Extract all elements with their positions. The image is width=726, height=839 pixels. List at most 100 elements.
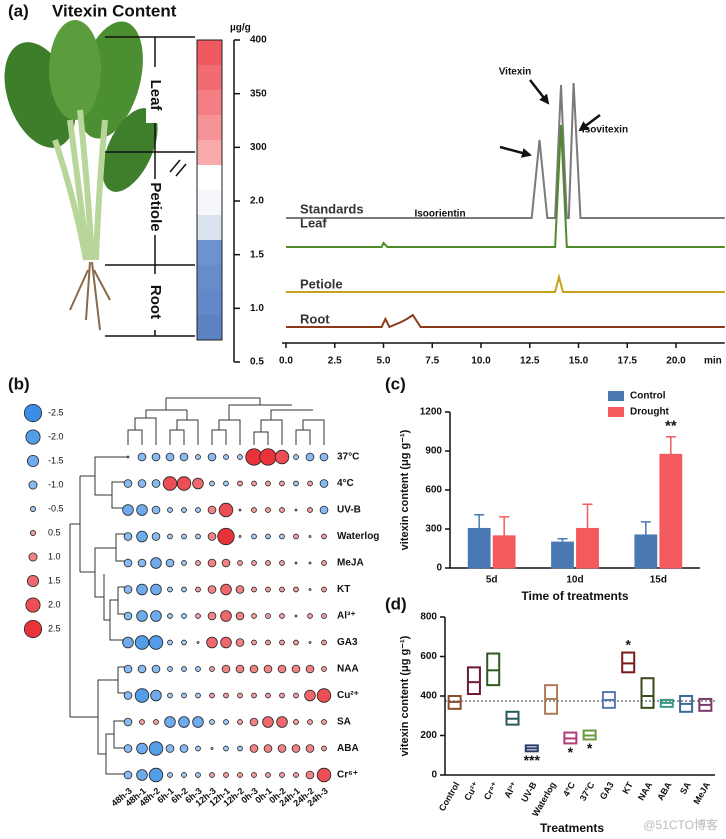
bubble — [279, 692, 285, 699]
bubble — [265, 613, 271, 619]
chromatogram-trace — [286, 124, 725, 248]
legend-label: -2.0 — [48, 431, 64, 441]
bubble — [321, 666, 327, 672]
bubble — [223, 745, 229, 752]
bubble — [181, 666, 187, 672]
bubble — [308, 535, 312, 538]
chromatogram-trace — [286, 82, 725, 219]
panel-label: (a) — [8, 1, 29, 20]
bubble — [221, 664, 231, 674]
row-label: 37°C — [337, 452, 359, 463]
bubble — [181, 560, 187, 566]
x-tick-label: 4°C — [561, 780, 577, 799]
bubble — [235, 585, 245, 594]
bubble — [207, 611, 217, 621]
bubble — [279, 560, 285, 566]
x-tick-label: UV-B — [519, 780, 539, 804]
bubble — [308, 561, 312, 565]
bubble — [259, 448, 277, 466]
region-label: Leaf — [147, 80, 164, 112]
bubble — [178, 716, 190, 728]
bubble — [251, 639, 257, 646]
x-tick-label: Al³⁺ — [502, 780, 519, 800]
bubble — [262, 716, 274, 728]
bubble — [167, 666, 173, 672]
x-tick-label: SA — [678, 780, 693, 796]
trace-label: Leaf — [300, 215, 327, 230]
legend-label: -1.0 — [48, 479, 64, 489]
x-axis-label: min — [704, 356, 722, 367]
bubble — [265, 692, 271, 699]
bubble — [265, 586, 271, 593]
axis-break — [169, 159, 187, 177]
panel-title: Vitexin Content — [52, 1, 177, 20]
bubble — [223, 719, 229, 725]
bubble — [151, 664, 161, 674]
region-label: Root — [147, 285, 164, 319]
x-tick-label: 20.0 — [666, 356, 686, 367]
bubble — [293, 772, 299, 778]
bubble — [150, 557, 162, 569]
x-tick-label: 37°C — [578, 780, 597, 803]
bubble — [319, 479, 329, 488]
row-label: NAA — [337, 664, 359, 675]
bubble — [165, 744, 175, 753]
bubble — [237, 745, 243, 752]
bubble — [251, 533, 257, 540]
colorbar-tick-label: 2.0 — [250, 196, 264, 207]
arrow — [529, 79, 550, 105]
bubble — [276, 716, 288, 728]
bubble — [192, 477, 204, 490]
bubble — [274, 449, 290, 465]
y-tick-label: 0 — [436, 563, 442, 574]
legend-bubble — [25, 429, 41, 445]
bubble — [148, 635, 164, 650]
bubble — [223, 454, 229, 460]
x-tick-label: Cu²⁺ — [462, 780, 481, 802]
colorbar-cell — [197, 290, 222, 316]
error-bar — [665, 435, 676, 455]
bubble — [265, 480, 271, 487]
bubble — [126, 455, 130, 459]
legend-label: 0.5 — [48, 527, 61, 537]
bubble — [181, 533, 187, 540]
chromatogram-trace — [286, 313, 725, 329]
bubble — [207, 558, 217, 568]
bubble — [167, 639, 173, 646]
x-tick-label: 2.5 — [328, 356, 342, 367]
x-tick-label: 7.5 — [425, 356, 439, 367]
bubble — [122, 504, 134, 516]
bubble — [238, 535, 242, 538]
bubble — [123, 744, 133, 753]
colorbar-cell — [197, 215, 222, 241]
x-tick-label: ABA — [655, 780, 674, 802]
arrow — [499, 145, 532, 158]
legend-label: -0.5 — [48, 503, 64, 513]
region-label: Petiole — [147, 182, 164, 231]
row-label: MeJA — [337, 558, 364, 569]
colorbar-tick-label: 1.5 — [250, 249, 264, 260]
bubble — [237, 772, 243, 778]
bubble — [139, 719, 145, 725]
x-tick-label: GA3 — [598, 780, 616, 801]
bubble — [137, 558, 147, 568]
bubble — [265, 639, 271, 646]
bubble — [181, 692, 187, 699]
bubble — [176, 476, 192, 491]
error-bar — [557, 538, 568, 542]
x-tick-label: 17.5 — [618, 356, 638, 367]
legend-bubble — [30, 506, 36, 512]
x-tick-label: 10d — [566, 575, 583, 586]
range-box — [466, 666, 481, 696]
legend-swatch — [608, 407, 624, 417]
row-label: ABA — [337, 743, 359, 754]
watermark: @51CTO博客 — [643, 817, 718, 832]
x-tick-label: Control — [437, 780, 462, 813]
bubble — [316, 688, 332, 703]
bar — [659, 453, 683, 569]
bubble — [307, 719, 313, 725]
bubble — [136, 504, 148, 516]
bubble — [238, 508, 242, 512]
bubble — [293, 719, 299, 725]
bubble — [209, 692, 215, 699]
